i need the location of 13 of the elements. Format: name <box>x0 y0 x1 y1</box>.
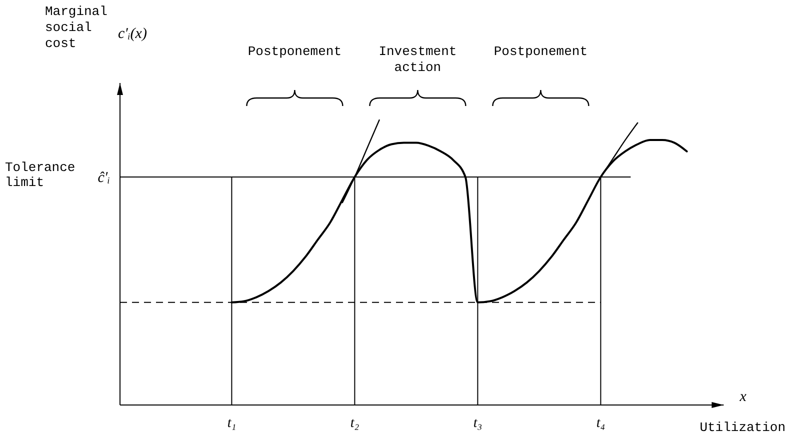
x-tick-label: t₂ <box>350 416 360 431</box>
x-tick-label: t₁ <box>227 416 236 431</box>
text: c′ᵢ(x) <box>118 26 147 42</box>
text: Marginal social cost <box>45 4 108 51</box>
ref-line-label: Tolerance limit <box>5 160 76 190</box>
text: ĉ′ᵢ <box>98 170 110 186</box>
text: Postponement <box>248 44 342 59</box>
text: Investment action <box>378 44 457 75</box>
x-tick-label: t₄ <box>596 416 606 431</box>
text: x <box>738 389 747 405</box>
text: Postponement <box>494 44 588 59</box>
x-axis-title: Utilization <box>700 420 786 435</box>
x-tick-label: t₃ <box>473 416 482 431</box>
